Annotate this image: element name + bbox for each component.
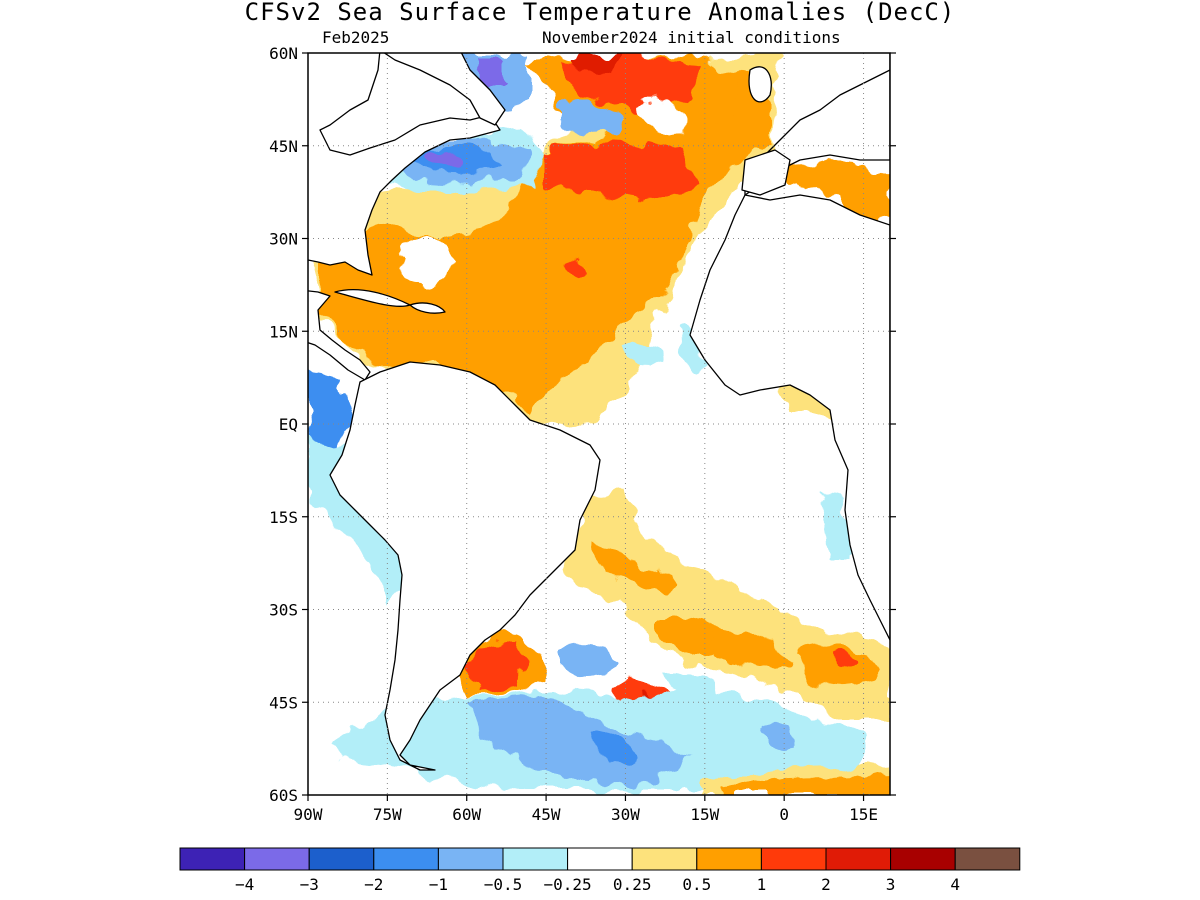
colorbar-label: −3 [300, 875, 319, 894]
warm-anomaly-region [564, 258, 586, 278]
colorbar-label: 0.5 [682, 875, 711, 894]
warm-anomaly-region [800, 645, 880, 686]
cold-anomaly-region [430, 151, 463, 169]
lon-tick-label: 15E [849, 805, 878, 824]
warm-anomaly-region [545, 140, 700, 200]
lat-tick-label: EQ [279, 415, 298, 434]
colorbar-label: −1 [429, 875, 448, 894]
map-title: CFSv2 Sea Surface Temperature Anomalies … [244, 0, 956, 26]
colorbar-swatch [373, 847, 439, 871]
cold-anomaly-region [590, 731, 636, 763]
lat-tick-label: 30N [269, 230, 298, 249]
lon-tick-label: 15W [690, 805, 719, 824]
lat-tick-label: 45S [269, 693, 298, 712]
colorbar-label: −2 [364, 875, 383, 894]
colorbar-swatch [567, 847, 633, 871]
colorbar-swatch [890, 847, 956, 871]
colorbar-label: −0.25 [544, 875, 592, 894]
lat-tick-label: 60N [269, 44, 298, 63]
lon-tick-label: 45W [532, 805, 561, 824]
colorbar-swatch [696, 847, 762, 871]
warm-anomaly-region [785, 160, 890, 220]
colorbar-swatch [502, 847, 569, 871]
neutral-region [400, 237, 455, 284]
coastlines [308, 53, 890, 771]
colorbar-swatch [631, 847, 698, 871]
warm-anomaly-region [660, 616, 730, 655]
lat-tick-label: 15N [269, 322, 298, 341]
cold-anomaly-region [620, 340, 666, 365]
cold-anomaly-region [820, 490, 850, 560]
colorbar-legend: −4 −3 −2 −1 −0.5 −0.25 0.25 0.5 1 2 3 4 [179, 847, 1021, 894]
forecast-month-label: Feb2025 [322, 28, 390, 47]
anomaly-shading [308, 55, 890, 795]
colorbar-swatch [760, 847, 827, 871]
south-america-landmass [329, 361, 601, 771]
lat-tick-label: 45N [269, 137, 298, 156]
lat-tick-label: 15S [269, 508, 298, 527]
colorbar-swatch [825, 847, 892, 871]
cold-anomaly-region [560, 645, 615, 676]
north-america-landmass [308, 53, 501, 276]
cold-anomaly-region [478, 58, 505, 85]
warm-anomaly-region [835, 653, 856, 667]
colorbar-label: −0.5 [484, 875, 523, 894]
colorbar-label: 4 [950, 875, 960, 894]
lon-tick-label: 60W [452, 805, 481, 824]
cold-anomaly-region [308, 370, 350, 460]
labrador-landmass [383, 53, 506, 126]
warm-anomaly-region [710, 627, 790, 670]
warm-anomaly-region [720, 775, 890, 795]
colorbar-swatch [437, 847, 504, 871]
cold-anomaly-region [765, 723, 796, 747]
warm-anomaly-region [470, 640, 525, 690]
colorbar-swatch [308, 847, 375, 871]
warm-anomaly-region [575, 55, 620, 75]
lat-tick-label: 30S [269, 601, 298, 620]
initial-conditions-label: November2024 initial conditions [542, 28, 841, 47]
colorbar-label: 2 [821, 875, 831, 894]
central-america-landmass [308, 290, 371, 381]
caribbean-islands [409, 302, 446, 314]
map-grid [308, 53, 890, 795]
lat-tick-label: 60S [269, 786, 298, 805]
neutral-region [640, 98, 682, 134]
colorbar-label: −4 [235, 875, 254, 894]
colorbar-swatch [179, 847, 246, 871]
warm-anomaly-region [590, 544, 674, 595]
cold-anomaly-region [660, 669, 720, 704]
lon-tick-label: 0 [779, 805, 789, 824]
colorbar-swatch [244, 847, 310, 871]
cold-anomaly-region [470, 695, 690, 785]
lon-tick-label: 90W [294, 805, 323, 824]
lon-tick-label: 30W [611, 805, 640, 824]
colorbar-swatch [954, 847, 1021, 871]
cold-anomaly-region [560, 98, 625, 136]
british-isles-landmass [748, 66, 772, 103]
colorbar-label: 0.25 [613, 875, 652, 894]
colorbar-label: 1 [757, 875, 767, 894]
africa-landmass [689, 194, 890, 641]
lon-tick-label: 75W [373, 805, 402, 824]
colorbar-label: 3 [886, 875, 896, 894]
iberia-landmass [741, 149, 791, 196]
